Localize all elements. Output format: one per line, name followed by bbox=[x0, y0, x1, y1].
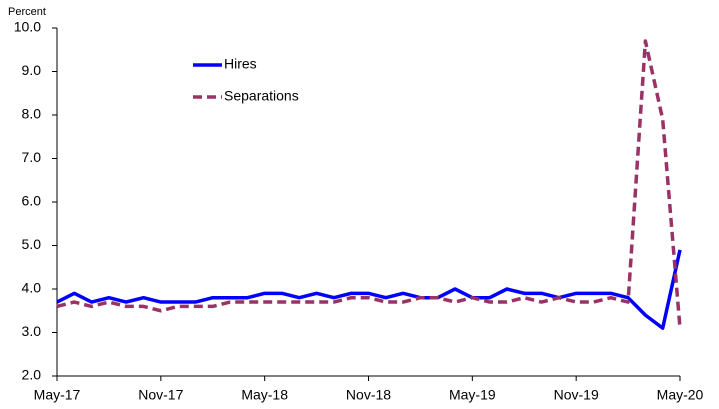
y-tick-label: 2.0 bbox=[22, 367, 42, 383]
legend-label: Hires bbox=[224, 56, 257, 72]
y-tick-label: 10.0 bbox=[14, 19, 41, 35]
y-tick-label: 4.0 bbox=[22, 280, 42, 296]
y-tick-label: 3.0 bbox=[22, 323, 42, 339]
y-tick-label: 7.0 bbox=[22, 149, 42, 165]
x-tick-label: Nov-17 bbox=[138, 387, 183, 403]
series-line bbox=[56, 249, 682, 330]
legend-label: Separations bbox=[224, 88, 299, 104]
x-tick-label: May-18 bbox=[241, 387, 288, 403]
y-tick-label: 6.0 bbox=[22, 193, 42, 209]
y-tick-label: 9.0 bbox=[22, 62, 42, 78]
y-tick-label: 5.0 bbox=[22, 236, 42, 252]
y-axis-label: Percent bbox=[8, 6, 46, 18]
series-line bbox=[56, 39, 682, 329]
x-tick-label: Nov-19 bbox=[554, 387, 599, 403]
x-tick-label: May-19 bbox=[449, 387, 496, 403]
x-tick-label: May-17 bbox=[34, 387, 81, 403]
x-tick-label: May-20 bbox=[657, 387, 704, 403]
y-tick-label: 8.0 bbox=[22, 106, 42, 122]
x-tick-label: Nov-18 bbox=[346, 387, 391, 403]
